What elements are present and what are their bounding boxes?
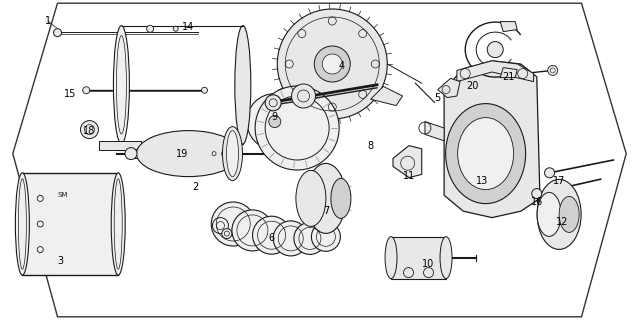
Circle shape [487,42,504,58]
Text: 15: 15 [64,89,77,100]
Circle shape [294,222,326,254]
Ellipse shape [440,236,452,279]
Circle shape [404,268,413,277]
Circle shape [291,84,316,108]
Ellipse shape [559,196,579,232]
Circle shape [544,168,555,178]
Text: 11: 11 [403,171,415,181]
Circle shape [322,54,343,74]
Ellipse shape [537,192,561,236]
Circle shape [83,87,89,94]
Text: 3: 3 [58,256,64,266]
Polygon shape [457,61,534,82]
Circle shape [255,86,339,170]
Circle shape [232,210,273,251]
Text: SM: SM [58,192,68,198]
Polygon shape [371,86,403,106]
Text: 14: 14 [182,22,195,32]
Circle shape [81,121,98,139]
Circle shape [273,221,308,256]
Ellipse shape [445,104,526,204]
Circle shape [222,148,232,159]
Circle shape [125,148,137,160]
Ellipse shape [537,180,581,249]
Text: 1: 1 [45,16,51,26]
Text: 6: 6 [268,233,275,244]
Text: 8: 8 [367,140,374,151]
Polygon shape [425,122,444,141]
Text: 5: 5 [435,92,441,103]
Circle shape [265,95,281,111]
Polygon shape [128,149,230,158]
Bar [391,236,446,279]
Ellipse shape [226,131,238,177]
Polygon shape [393,146,422,178]
Circle shape [269,116,281,128]
Text: 19: 19 [176,148,189,159]
Circle shape [311,222,341,251]
Polygon shape [500,68,517,78]
Ellipse shape [113,26,130,144]
Ellipse shape [111,173,125,275]
Circle shape [424,268,433,277]
Polygon shape [500,22,517,32]
Text: 4: 4 [339,60,345,71]
Text: 7: 7 [323,206,329,216]
Circle shape [548,65,558,76]
Circle shape [173,26,178,31]
Circle shape [212,202,255,246]
Circle shape [201,87,208,93]
Text: 2: 2 [192,182,198,192]
Text: 12: 12 [556,217,569,228]
Text: 18: 18 [83,126,96,136]
Text: 13: 13 [476,176,489,186]
Circle shape [212,218,229,234]
Circle shape [247,93,303,149]
Circle shape [277,9,387,119]
Text: 17: 17 [553,176,566,186]
Circle shape [54,28,61,36]
Text: 9: 9 [272,112,278,122]
Ellipse shape [15,173,29,275]
Ellipse shape [235,26,251,144]
Polygon shape [438,78,460,98]
Text: 21: 21 [502,72,514,82]
Polygon shape [99,141,141,150]
Circle shape [314,46,350,82]
Ellipse shape [137,131,240,177]
Ellipse shape [458,117,514,189]
Text: 10: 10 [422,259,435,269]
Circle shape [532,188,542,199]
Ellipse shape [306,164,346,233]
Ellipse shape [385,236,397,279]
Circle shape [252,216,291,254]
Ellipse shape [222,127,243,180]
Text: 20: 20 [466,81,479,92]
Ellipse shape [296,170,326,227]
Circle shape [147,25,153,32]
Circle shape [222,228,232,239]
Ellipse shape [331,178,351,218]
Polygon shape [444,61,540,218]
Text: 16: 16 [530,196,543,207]
Bar [22,173,118,275]
